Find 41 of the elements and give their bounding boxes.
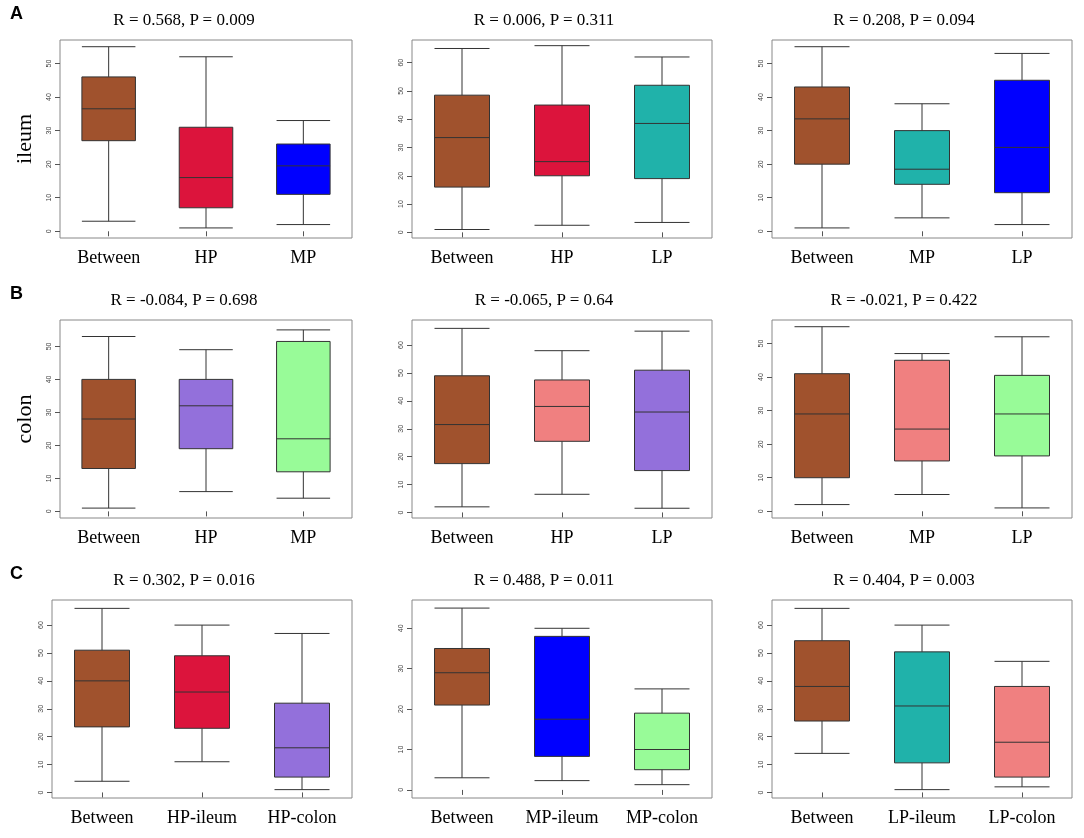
text: C (10, 563, 23, 583)
x-tick-label: Between (430, 527, 494, 547)
x-tick-label: Between (77, 247, 141, 267)
x-tick-label: LP (651, 527, 673, 547)
y-axis-title: colon (10, 394, 36, 444)
x-tick-label: Between (790, 247, 854, 267)
x-tick-label: LP-colon (988, 807, 1056, 827)
chart-title: R = 0.488, P = 0.011 (473, 570, 615, 589)
chart-title: R = 0.302, P = 0.016 (113, 570, 255, 589)
chart-title: R = -0.084, P = 0.698 (110, 290, 258, 309)
x-tick-label: HP (550, 247, 574, 267)
y-axis-title: ileum (10, 113, 36, 165)
x-tick-label: HP (550, 527, 574, 547)
x-tick-label: LP (651, 247, 673, 267)
chart-title: R = 0.568, P = 0.009 (113, 10, 255, 29)
x-tick-label: MP (290, 247, 317, 267)
x-tick-label: MP (908, 247, 936, 267)
x-tick-label: LP (1011, 527, 1033, 547)
x-tick-label: HP (194, 247, 218, 267)
chart-title: R = -0.021, P = 0.422 (830, 290, 978, 309)
x-tick-label: MP (908, 527, 936, 547)
text: A (10, 3, 23, 23)
x-tick-label: Between (70, 807, 134, 827)
x-tick-label: HP (194, 527, 218, 547)
x-tick-label: MP-ileum (525, 807, 599, 827)
chart-title: R = 0.404, P = 0.003 (833, 570, 975, 589)
x-tick-label: Between (430, 807, 494, 827)
chart-title: R = 0.006, P = 0.311 (473, 10, 615, 29)
x-tick-label: MP-colon (626, 807, 698, 827)
x-tick-label: LP-ileum (888, 807, 956, 827)
x-tick-label: HP-colon (267, 807, 337, 827)
x-tick-label: Between (77, 527, 141, 547)
x-tick-label: Between (790, 807, 854, 827)
chart-title: R = -0.065, P = 0.64 (474, 290, 614, 309)
chart-title: R = 0.208, P = 0.094 (833, 10, 976, 29)
x-tick-label: HP-ileum (167, 807, 237, 827)
x-tick-label: Between (790, 527, 854, 547)
x-tick-label: MP (290, 527, 317, 547)
x-tick-label: Between (430, 247, 494, 267)
text: B (10, 283, 23, 303)
x-tick-label: LP (1011, 247, 1033, 267)
